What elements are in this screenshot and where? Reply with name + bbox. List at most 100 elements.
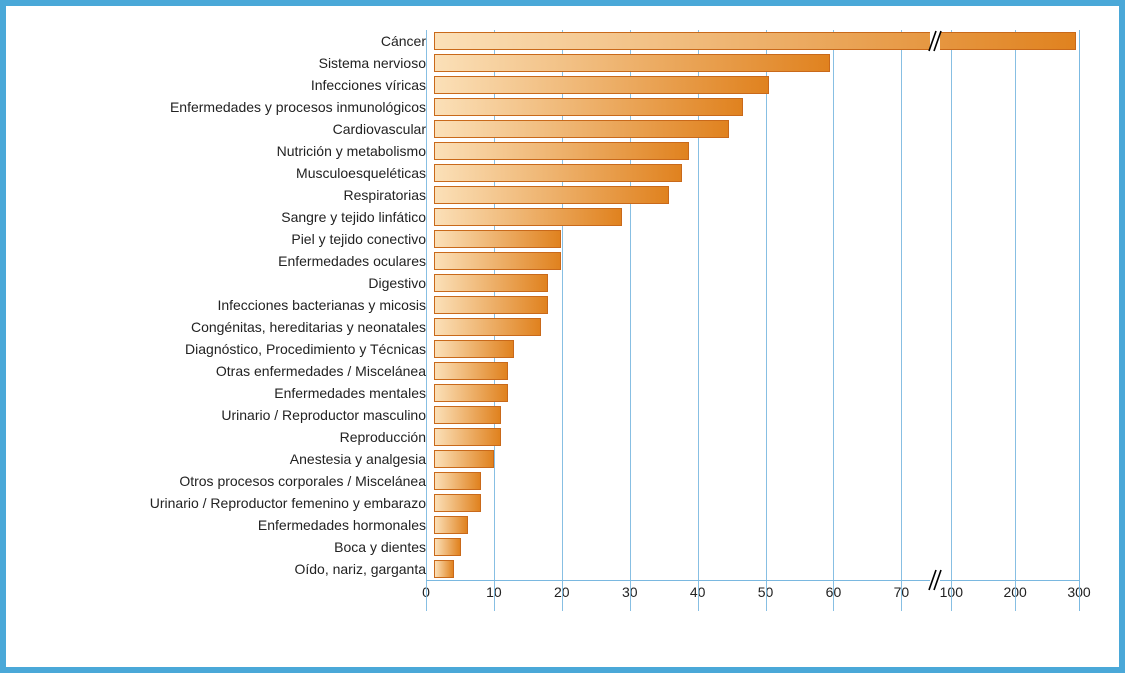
category-label: Enfermedades mentales [46,385,434,401]
bar-plot-cell [434,250,1079,272]
category-label: Enfermedades y procesos inmunológicos [46,99,434,115]
bar-plot-cell [434,470,1079,492]
bar-row: Nutrición y metabolismo [46,140,1079,162]
bar-plot-cell [434,140,1079,162]
bar-row: Enfermedades mentales [46,382,1079,404]
bar-row: Otros procesos corporales / Miscelánea [46,470,1079,492]
category-label: Otras enfermedades / Miscelánea [46,363,434,379]
bar-row: Enfermedades hormonales [46,514,1079,536]
category-label: Reproducción [46,429,434,445]
category-label: Infecciones víricas [46,77,434,93]
bar-plot-cell [434,74,1079,96]
bar-row: Reproducción [46,426,1079,448]
category-label: Respiratorias [46,187,434,203]
bar-plot-cell [434,316,1079,338]
category-label: Cardiovascular [46,121,434,137]
gridline [1079,30,1080,611]
bar [434,98,743,116]
x-axis: 010203040506070100200300 [46,580,1079,606]
bar [434,560,454,578]
bar [434,450,494,468]
bar [434,274,548,292]
x-tick-label: 50 [758,580,774,600]
category-label: Anestesia y analgesia [46,451,434,467]
bar [434,428,501,446]
x-tick-label: 300 [1067,580,1090,600]
bar [434,362,508,380]
bar-plot-cell [434,206,1079,228]
bar-row: Otras enfermedades / Miscelánea [46,360,1079,382]
bar [434,494,481,512]
bar-row: Enfermedades y procesos inmunológicos [46,96,1079,118]
x-tick-label: 20 [554,580,570,600]
bar-row: Oído, nariz, garganta [46,558,1079,580]
chart-frame: Cáncer Sistema nervioso Infecciones vírica… [0,0,1125,673]
bar-row: Musculoesqueléticas [46,162,1079,184]
bar [434,340,514,358]
bar-row: Sangre y tejido linfático [46,206,1079,228]
bar-plot-cell [434,404,1079,426]
bar-row: Digestivo [46,272,1079,294]
bar [434,76,769,94]
bar-row: Urinario / Reproductor masculino [46,404,1079,426]
category-label: Nutrición y metabolismo [46,143,434,159]
bar-plot-cell [434,536,1079,558]
x-tick-label: 10 [486,580,502,600]
category-label: Congénitas, hereditarias y neonatales [46,319,434,335]
bar [434,54,830,72]
bar-plot-cell [434,382,1079,404]
bar-plot-cell [434,272,1079,294]
category-label: Cáncer [46,33,434,49]
bar-plot-cell [434,338,1079,360]
bar-plot-cell [434,558,1079,580]
bars-container: Cáncer Sistema nervioso Infecciones vírica… [46,30,1079,580]
bar-row: Enfermedades oculares [46,250,1079,272]
x-tick-label: 30 [622,580,638,600]
bar [434,32,1076,50]
bar-row: Piel y tejido conectivo [46,228,1079,250]
bar [434,318,541,336]
category-label: Urinario / Reproductor masculino [46,407,434,423]
bar-plot-cell [434,492,1079,514]
bar [434,186,669,204]
chart-area: Cáncer Sistema nervioso Infecciones vírica… [46,30,1079,637]
bar [434,384,508,402]
category-label: Infecciones bacterianas y micosis [46,297,434,313]
bar-row: Respiratorias [46,184,1079,206]
bar-plot-cell [434,426,1079,448]
category-label: Enfermedades oculares [46,253,434,269]
bar-row: Cáncer [46,30,1079,52]
bar-plot-cell [434,184,1079,206]
bar-row: Anestesia y analgesia [46,448,1079,470]
bar [434,252,561,270]
category-label: Diagnóstico, Procedimiento y Técnicas [46,341,434,357]
bar-row: Sistema nervioso [46,52,1079,74]
x-tick-label: 100 [940,580,963,600]
bar-row: Infecciones bacterianas y micosis [46,294,1079,316]
category-label: Enfermedades hormonales [46,517,434,533]
bar [434,120,729,138]
x-tick-label: 0 [422,580,430,600]
x-tick-label: 200 [1003,580,1026,600]
bar-plot-cell [434,360,1079,382]
bar-row: Congénitas, hereditarias y neonatales [46,316,1079,338]
x-tick-label: 60 [826,580,842,600]
category-label: Urinario / Reproductor femenino y embara… [46,495,434,511]
bar [434,516,468,534]
bar-plot-cell [434,118,1079,140]
bar [434,230,561,248]
category-label: Otros procesos corporales / Miscelánea [46,473,434,489]
category-label: Piel y tejido conectivo [46,231,434,247]
bar-plot-cell [434,228,1079,250]
category-label: Boca y dientes [46,539,434,555]
x-axis-plot: 010203040506070100200300 [426,580,1079,606]
bar-row: Boca y dientes [46,536,1079,558]
bar [434,406,501,424]
category-label: Oído, nariz, garganta [46,561,434,577]
gridline [1079,30,1080,611]
category-label: Digestivo [46,275,434,291]
category-label: Sistema nervioso [46,55,434,71]
category-label: Musculoesqueléticas [46,165,434,181]
bar-plot-cell [434,448,1079,470]
bar [434,296,548,314]
